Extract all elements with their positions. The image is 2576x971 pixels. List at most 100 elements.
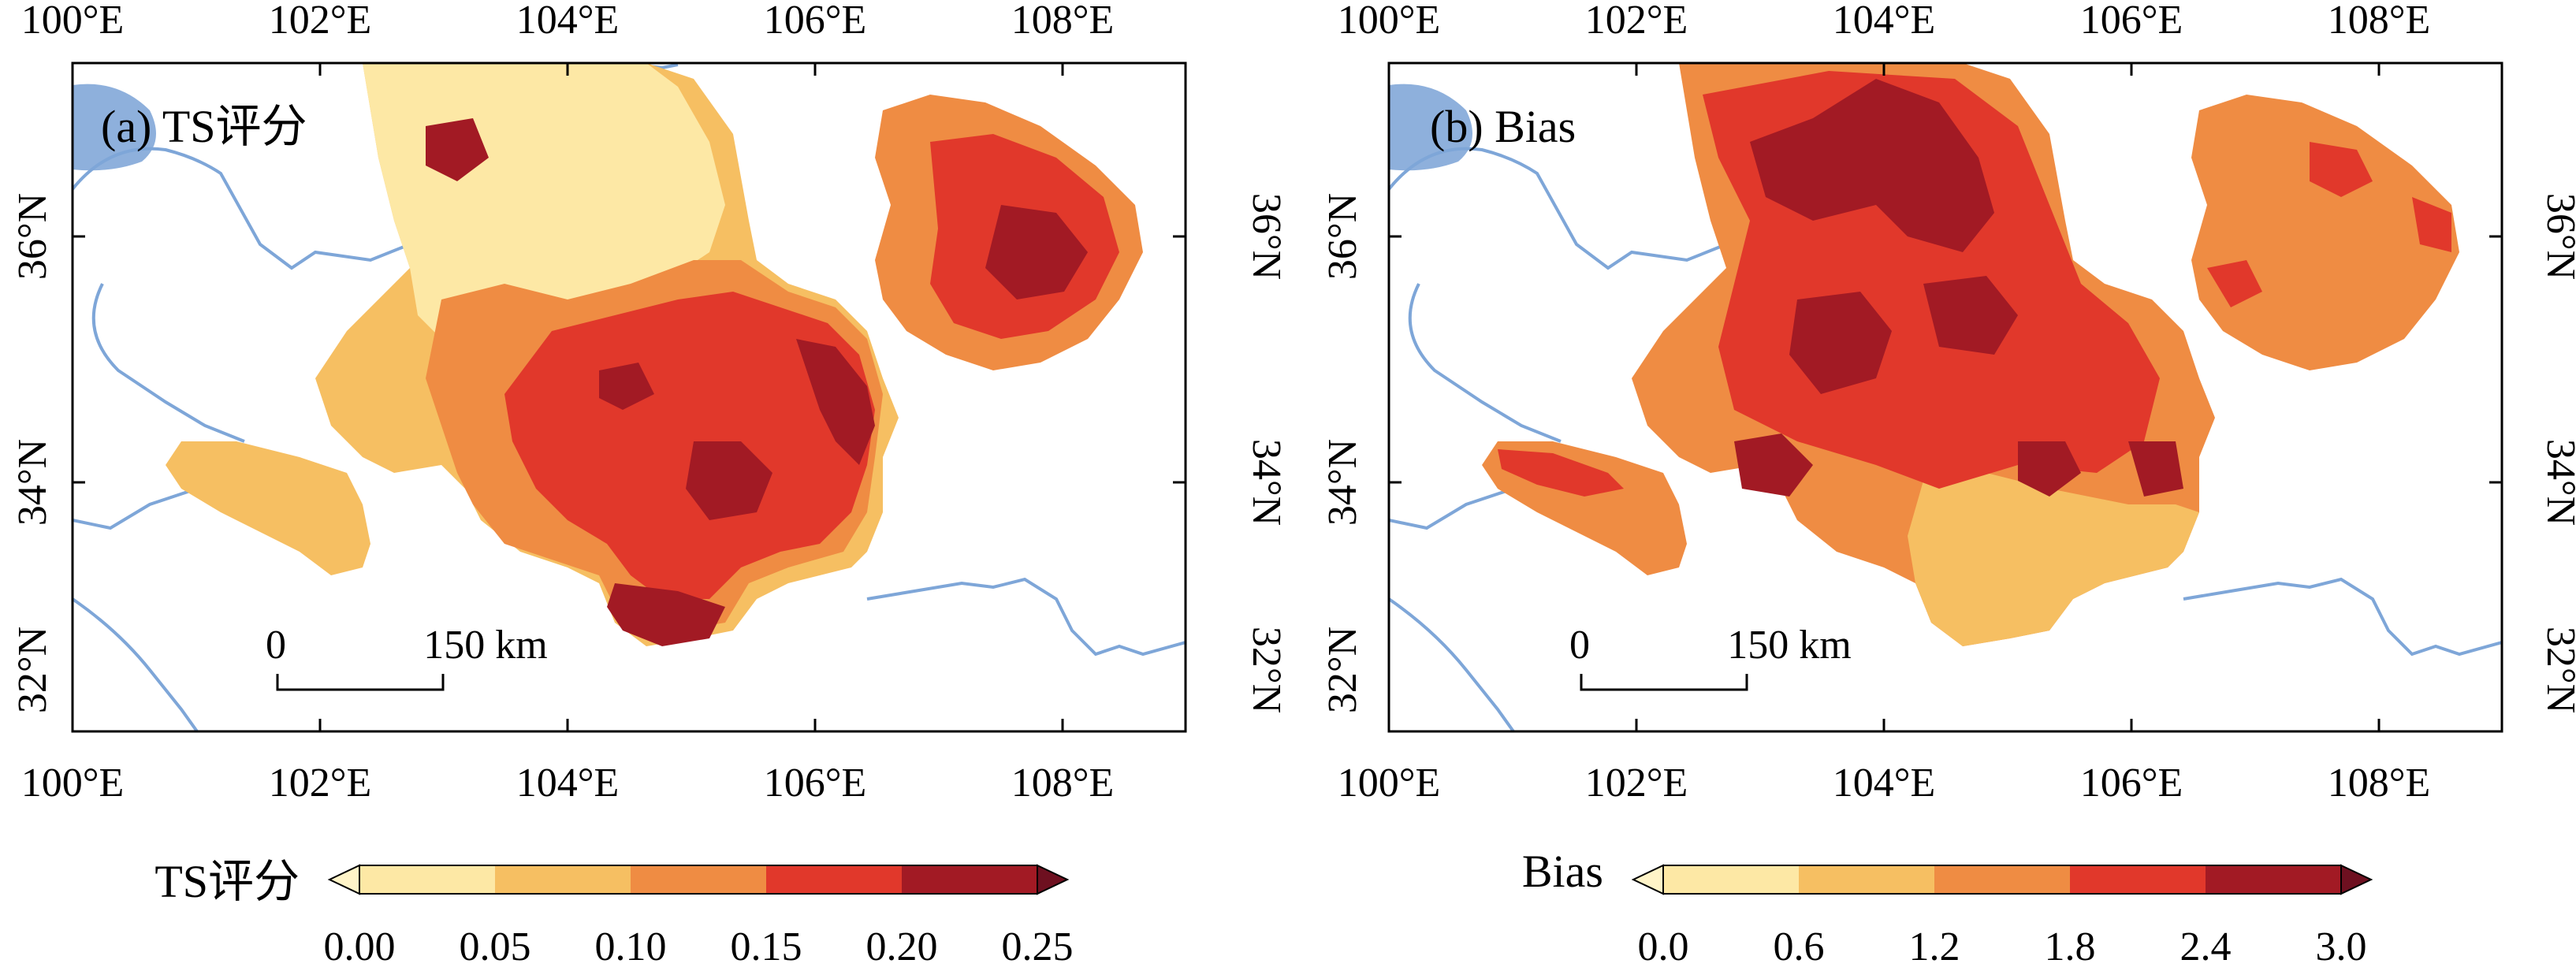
colorbar-bin — [766, 865, 902, 894]
colorbar-bin — [495, 865, 631, 894]
scale-bar-end: 150 km — [423, 623, 547, 668]
lon-label: 106°E — [2080, 761, 2183, 805]
region-east-dark — [985, 205, 1088, 299]
river — [1408, 283, 1562, 443]
colorbar: TS评分 0.00 0.05 0.10 0.15 0.20 0.25 — [154, 856, 1073, 969]
region-left — [166, 441, 370, 575]
lon-label: 106°E — [764, 0, 867, 43]
scale-bar-end: 150 km — [1727, 623, 1851, 668]
top-lon-labels: 100°E 102°E 104°E 106°E 108°E — [1338, 0, 2431, 43]
region-east — [2191, 95, 2459, 370]
lon-label: 106°E — [2080, 0, 2183, 43]
bottom-lon-labels: 100°E 102°E 104°E 106°E 108°E — [1338, 761, 2431, 805]
region-dark — [2128, 441, 2183, 497]
region-dark — [426, 118, 489, 181]
colorbar-under-arrow — [1631, 864, 1664, 895]
lat-label: 32°N — [2538, 627, 2576, 713]
lat-label: 36°N — [1320, 193, 1365, 280]
region-dark — [599, 363, 654, 410]
colorbar-under-arrow — [327, 864, 360, 895]
lat-label: 34°N — [2538, 439, 2576, 526]
colorbar-tick: 0.20 — [866, 924, 938, 969]
colorbar-bin — [902, 865, 1037, 894]
river — [73, 597, 199, 731]
colorbar-tick: 0.25 — [1002, 924, 1074, 969]
lat-label: 36°N — [10, 193, 55, 280]
colorbar-bin — [2070, 865, 2206, 894]
river — [1389, 597, 1515, 731]
right-lat-labels: 32°N 34°N 36°N — [1244, 193, 1289, 713]
region-dark — [607, 583, 725, 646]
scale-bar: 0 150 km — [266, 623, 548, 691]
lat-label: 32°N — [1244, 627, 1289, 713]
colorbar-tick: 0.0 — [1638, 924, 1689, 969]
lon-ticks — [1389, 63, 2502, 731]
lon-label: 100°E — [1338, 0, 1441, 43]
panel-b-map: 100°E 102°E 104°E 106°E 108°E 100°E 102°… — [1320, 0, 2576, 969]
lon-label: 102°E — [1585, 761, 1688, 805]
lon-label: 104°E — [1833, 0, 1936, 43]
colorbar-tick: 0.15 — [731, 924, 802, 969]
region-dark — [796, 339, 875, 465]
colorbar-bin — [2206, 865, 2341, 894]
colorbar-over-arrow — [2340, 864, 2373, 895]
colorbar-tick: 0.10 — [595, 924, 667, 969]
river — [91, 283, 245, 443]
colorbar-tick: 3.0 — [2316, 924, 2367, 969]
region-dark — [1750, 79, 1994, 252]
region-east-red — [2207, 260, 2262, 307]
lon-label: 108°E — [2328, 761, 2431, 805]
colorbar-bin — [631, 865, 766, 894]
region-east-red — [2412, 197, 2451, 252]
lon-label: 104°E — [516, 761, 620, 805]
colorbar-tick: 2.4 — [2180, 924, 2232, 969]
lon-label: 104°E — [1833, 761, 1936, 805]
lat-label: 36°N — [1244, 193, 1289, 280]
colorbar-title: Bias — [1522, 846, 1603, 897]
region-dark — [1923, 276, 2018, 355]
panel-label: (a) TS评分 — [101, 101, 307, 152]
colorbar-bin — [1799, 865, 1934, 894]
lat-label: 34°N — [10, 439, 55, 526]
lat-label: 36°N — [2538, 193, 2576, 280]
colorbar-tick: 1.2 — [1909, 924, 1960, 969]
colorbar-tick: 0.00 — [324, 924, 396, 969]
region-red — [504, 292, 875, 599]
map-frame — [71, 61, 1187, 733]
lon-ticks — [73, 63, 1186, 731]
right-lat-labels: 32°N 34°N 36°N — [2538, 193, 2576, 713]
lon-label: 100°E — [21, 761, 125, 805]
colorbar-title: TS评分 — [154, 856, 300, 907]
scale-bar: 0 150 km — [1569, 623, 1852, 691]
region-south-light — [1908, 473, 2199, 646]
region-dark — [1734, 433, 1813, 497]
map-frame — [1387, 61, 2503, 733]
river — [73, 487, 198, 530]
region-east-red — [2310, 142, 2373, 197]
lon-label: 100°E — [1338, 761, 1441, 805]
colorbar-bin — [1663, 865, 1799, 894]
colorbar-bin — [359, 865, 495, 894]
lon-label: 104°E — [516, 0, 620, 43]
lat-label: 34°N — [1244, 439, 1289, 526]
lon-label: 108°E — [1011, 761, 1115, 805]
panel-b-map-content — [1389, 63, 2502, 731]
lon-label: 100°E — [21, 0, 125, 43]
panel-a-map-content — [73, 63, 1186, 731]
scale-bar-start: 0 — [266, 623, 286, 668]
colorbar-over-arrow — [1037, 864, 1070, 895]
bottom-lon-labels: 100°E 102°E 104°E 106°E 108°E — [21, 761, 1115, 805]
colorbar: Bias 0.0 0.6 1.2 1.8 2.4 3.0 — [1522, 846, 2373, 969]
lon-label: 106°E — [764, 761, 867, 805]
region-left-red — [1498, 449, 1624, 497]
lat-label: 32°N — [1320, 627, 1365, 713]
left-lat-labels: 32°N 34°N 36°N — [10, 193, 55, 713]
river — [866, 577, 1186, 657]
panel-a-map: 100°E 102°E 104°E 106°E 108°E 100°E 102°… — [10, 0, 1289, 969]
river — [1389, 487, 1514, 530]
lon-label: 108°E — [2328, 0, 2431, 43]
top-lon-labels: 100°E 102°E 104°E 106°E 108°E — [21, 0, 1115, 43]
region-dark — [2018, 441, 2081, 497]
scale-bar-start: 0 — [1569, 623, 1590, 668]
